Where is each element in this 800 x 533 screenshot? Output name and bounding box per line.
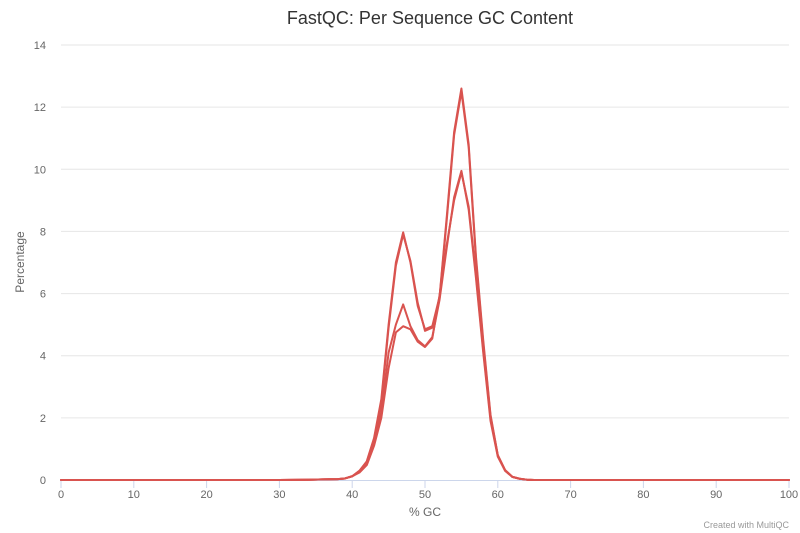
y-tick-label: 14 <box>34 40 46 52</box>
grid <box>61 44 789 481</box>
y-axis-ticks: 0 2 4 6 8 10 12 14 <box>34 40 46 487</box>
y-axis-label: Percentage <box>13 231 27 293</box>
y-tick-label: 0 <box>40 475 46 487</box>
x-tick-label: 30 <box>273 489 285 501</box>
series-line-4[interactable] <box>60 90 790 481</box>
y-tick-label: 2 <box>40 413 46 425</box>
x-axis-ticks: 0 10 20 30 40 50 60 70 80 90 100 <box>58 480 798 501</box>
series-line-1[interactable] <box>60 87 790 481</box>
series-lines[interactable] <box>60 87 790 481</box>
chart-title: FastQC: Per Sequence GC Content <box>287 8 573 28</box>
x-tick-label: 70 <box>564 489 576 501</box>
series-line-2[interactable] <box>60 169 790 481</box>
x-tick-label: 0 <box>58 489 64 501</box>
x-axis-label: % GC <box>409 505 441 519</box>
credit-text: Created with MultiQC <box>703 520 789 530</box>
x-tick-label: 40 <box>346 489 358 501</box>
y-tick-label: 6 <box>40 289 46 301</box>
x-tick-label: 50 <box>419 489 431 501</box>
x-tick-label: 60 <box>492 489 504 501</box>
y-tick-label: 10 <box>34 164 46 176</box>
x-tick-label: 100 <box>780 489 798 501</box>
x-tick-label: 10 <box>128 489 140 501</box>
y-tick-label: 8 <box>40 226 46 238</box>
x-tick-label: 20 <box>200 489 212 501</box>
x-tick-label: 90 <box>710 489 722 501</box>
y-tick-label: 4 <box>40 351 46 363</box>
x-tick-label: 80 <box>637 489 649 501</box>
y-tick-label: 12 <box>34 102 46 114</box>
